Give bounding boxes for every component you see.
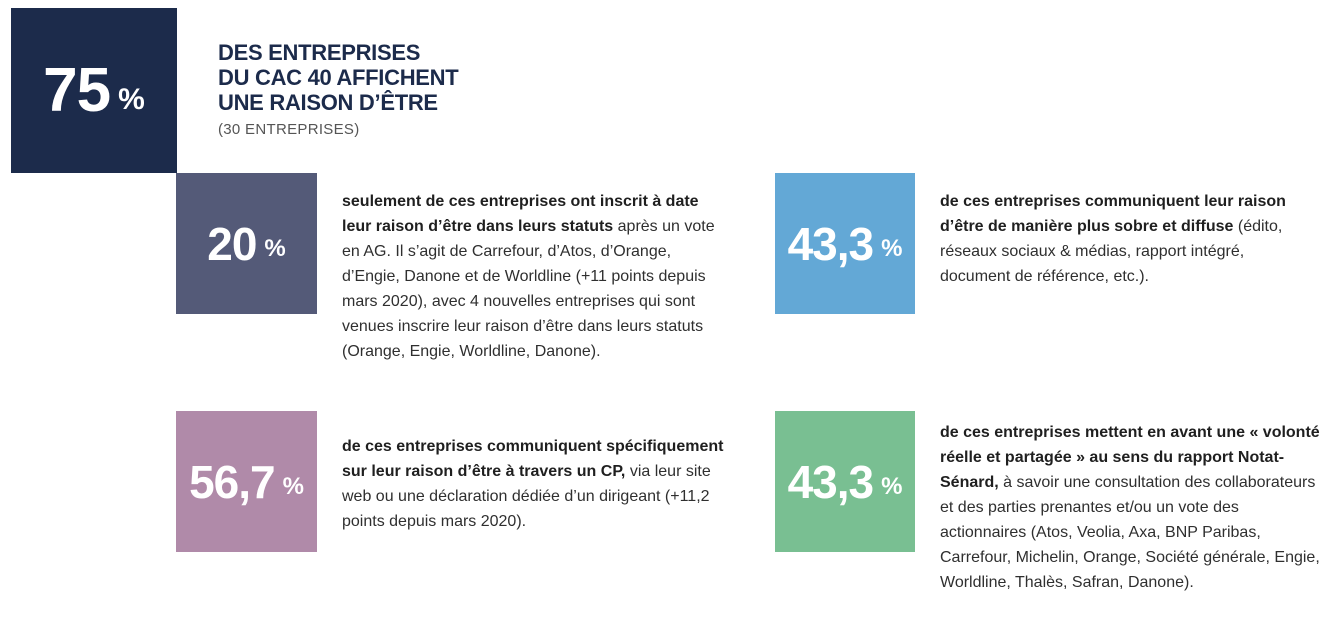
hero-title-line: DES ENTREPRISES — [218, 40, 421, 65]
stat-description-bold: de ces entreprises communiquent leur rai… — [940, 193, 1286, 235]
stat-description-volonte-partagee: de ces entreprises mettent en avant une … — [940, 420, 1325, 595]
stat-unit: % — [264, 234, 286, 262]
stat-box-sobre-diffuse: 43,3 % — [775, 173, 915, 314]
hero-title-line: DU CAC 40 AFFICHENT — [218, 65, 459, 90]
stat-box-volonte-partagee: 43,3 % — [775, 411, 915, 552]
stat-value: 20 — [207, 217, 257, 270]
hero-percentage-box: 75 % — [11, 8, 177, 173]
hero-subtitle: (30 ENTREPRISES) — [218, 121, 360, 138]
stat-description-body: après un vote en AG. Il s’agit de Carref… — [342, 218, 715, 360]
stat-value: 43,3 — [787, 455, 875, 508]
hero-title: DES ENTREPRISES DU CAC 40 AFFICHENT UNE … — [218, 40, 538, 115]
hero-percentage-unit: % — [118, 82, 145, 116]
hero-title-line: UNE RAISON D’ÊTRE — [218, 90, 438, 115]
stat-description-bold: seulement de ces entreprises ont inscrit… — [342, 193, 699, 235]
stat-unit: % — [881, 472, 903, 500]
stat-description-statuts: seulement de ces entreprises ont inscrit… — [342, 189, 732, 364]
stat-box-communique-cp: 56,7 % — [176, 411, 317, 552]
stat-value: 56,7 — [189, 455, 276, 508]
stat-description-communique-cp: de ces entreprises communiquent spécifiq… — [342, 434, 732, 534]
stat-description-body: (édito, réseaux sociaux & médias, rappor… — [940, 218, 1283, 285]
stat-description-bold: de ces entreprises mettent en avant une … — [940, 424, 1320, 491]
stat-description-sobre-diffuse: de ces entreprises communiquent leur rai… — [940, 189, 1310, 289]
stat-value: 43,3 — [787, 217, 875, 270]
stat-box-statuts: 20 % — [176, 173, 317, 314]
stat-description-body: à savoir une consultation des collaborat… — [940, 474, 1320, 591]
stat-unit: % — [881, 234, 903, 262]
stat-unit: % — [282, 472, 304, 500]
hero-percentage-value: 75 — [43, 56, 111, 125]
stat-description-body: via leur site web ou une déclaration déd… — [342, 463, 711, 530]
stat-description-bold: de ces entreprises communiquent spécifiq… — [342, 438, 724, 480]
